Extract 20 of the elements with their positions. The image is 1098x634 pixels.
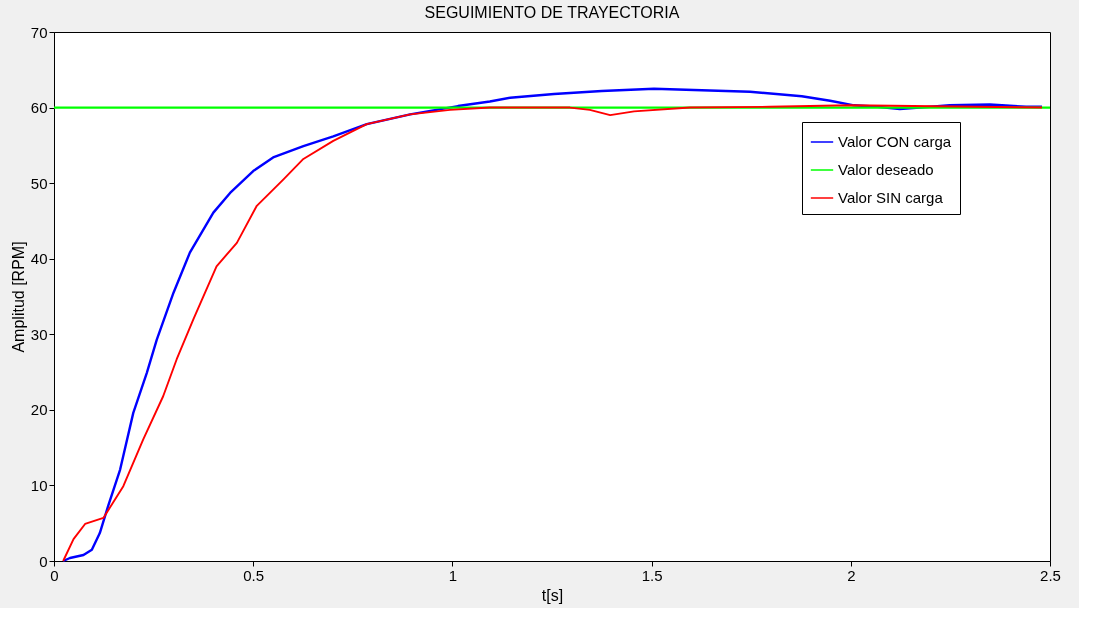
x-tick-label: 0 [50,566,59,584]
y-tick-label: 10 [30,476,48,494]
y-tick-label: 20 [30,401,48,419]
y-tick-label: 40 [30,250,48,268]
legend-label: Valor deseado [838,161,934,178]
x-tick-label: 1 [448,566,458,584]
y-tick-label: 60 [30,99,48,117]
y-tick-label: 70 [30,23,48,41]
x-tick-label: 2 [847,566,856,584]
y-tick-label: 0 [39,552,48,570]
legend-label: Valor CON carga [838,133,952,150]
x-tick-label: 0.5 [243,566,265,584]
x-tick-label: 1.5 [641,566,663,584]
x-tick-label: 2.5 [1040,566,1061,584]
x-axis-title: t[s] [541,586,564,604]
y-axis-title: Amplitud [RPM] [9,241,27,353]
y-tick-label: 50 [30,174,48,192]
y-tick-label: 30 [30,325,48,343]
chart-title: SEGUIMIENTO DE TRAYECTORIA [424,4,680,21]
legend-label: Valor SIN carga [838,189,944,206]
